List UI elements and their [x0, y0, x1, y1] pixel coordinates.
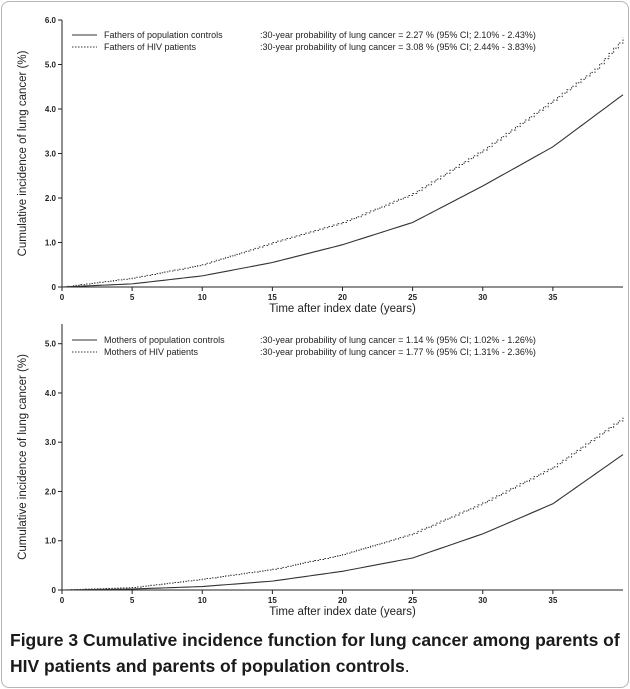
figure-caption-end: . — [404, 656, 410, 676]
y-tick-label: 3.0 — [45, 438, 57, 447]
y-axis-title: Cumulative incidence of lung cancer (%) — [17, 354, 29, 560]
x-tick-label: 20 — [338, 596, 347, 605]
series-annotation: :30-year probability of lung cancer = 3.… — [260, 42, 536, 52]
y-tick-label: 5.0 — [45, 340, 57, 349]
x-axis-title: Time after index date (years) — [269, 303, 416, 315]
x-tick-label: 25 — [408, 293, 417, 302]
y-tick-label: 1.0 — [45, 239, 57, 248]
y-tick-label: 2.0 — [45, 194, 57, 203]
x-tick-label: 35 — [548, 293, 557, 302]
x-tick-label: 10 — [198, 293, 207, 302]
y-tick-label: 3.0 — [45, 150, 57, 159]
figure-charts: 0 1.0 2.0 3.0 4.0 5.0 6.0 0 5 10 15 20 25 30 35 Time af… — [17, 16, 624, 618]
x-tick-label: 25 — [408, 596, 417, 605]
x-tick-label: 30 — [478, 596, 487, 605]
y-tick-label: 4.0 — [45, 105, 57, 114]
x-tick-label: 5 — [130, 293, 135, 302]
series-line-hiv — [62, 37, 624, 288]
y-tick-label: 4.0 — [45, 389, 57, 398]
figure-caption-text: Cumulative incidence function for lung c… — [10, 630, 620, 676]
x-tick-label: 10 — [198, 596, 207, 605]
figure-caption: Figure 3 Cumulative incidence function f… — [10, 627, 622, 679]
x-tick-label: 20 — [338, 293, 347, 302]
series-line-controls — [61, 94, 624, 288]
series-line-controls — [61, 454, 624, 591]
legend-label: Fathers of population controls — [104, 30, 223, 40]
legend-label: Mothers of population controls — [104, 335, 225, 345]
x-tick-label: 35 — [548, 596, 557, 605]
legend-label: Fathers of HIV patients — [104, 42, 197, 52]
y-axis-title: Cumulative incidence of lung cancer (%) — [17, 50, 29, 256]
y-tick-label: 0 — [52, 586, 57, 595]
x-tick-label: 0 — [60, 596, 65, 605]
series-annotation: :30-year probability of lung cancer = 2.… — [260, 30, 536, 40]
x-tick-label: 15 — [268, 293, 277, 302]
y-tick-label: 1.0 — [45, 537, 57, 546]
series-line-hiv — [62, 417, 624, 591]
series-annotation: :30-year probability of lung cancer = 1.… — [260, 347, 536, 357]
x-tick-label: 15 — [268, 596, 277, 605]
y-tick-label: 5.0 — [45, 61, 57, 70]
x-tick-label: 5 — [130, 596, 135, 605]
y-tick-label: 2.0 — [45, 487, 57, 496]
legend-label: Mothers of HIV patients — [104, 347, 199, 357]
figure-label: Figure 3 — [10, 630, 79, 650]
y-tick-label: 6.0 — [45, 16, 57, 25]
y-tick-label: 0 — [52, 283, 57, 292]
x-tick-label: 0 — [60, 293, 65, 302]
x-axis-title: Time after index date (years) — [269, 606, 416, 618]
series-annotation: :30-year probability of lung cancer = 1.… — [260, 335, 536, 345]
x-tick-label: 30 — [478, 293, 487, 302]
